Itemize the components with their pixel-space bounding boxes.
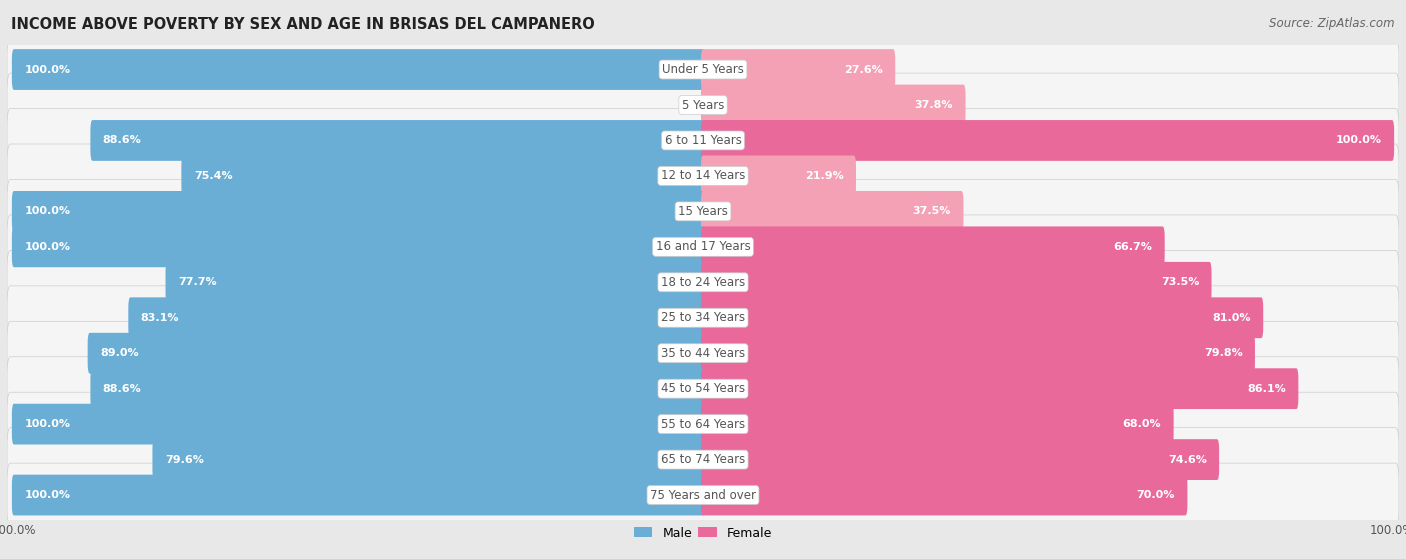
FancyBboxPatch shape [702,191,963,232]
FancyBboxPatch shape [90,120,704,161]
Text: Source: ZipAtlas.com: Source: ZipAtlas.com [1270,17,1395,30]
FancyBboxPatch shape [181,155,704,196]
FancyBboxPatch shape [702,333,1256,373]
Text: 37.8%: 37.8% [915,100,953,110]
Text: 6 to 11 Years: 6 to 11 Years [665,134,741,147]
FancyBboxPatch shape [7,392,1399,456]
Text: 45 to 54 Years: 45 to 54 Years [661,382,745,395]
FancyBboxPatch shape [702,297,1263,338]
FancyBboxPatch shape [90,368,704,409]
Text: 86.1%: 86.1% [1247,383,1286,394]
FancyBboxPatch shape [166,262,704,302]
Text: 100.0%: 100.0% [1336,135,1382,145]
Text: Under 5 Years: Under 5 Years [662,63,744,76]
FancyBboxPatch shape [11,226,704,267]
Text: 79.6%: 79.6% [165,454,204,465]
Text: 37.5%: 37.5% [912,206,950,216]
FancyBboxPatch shape [7,108,1399,172]
FancyBboxPatch shape [7,179,1399,243]
FancyBboxPatch shape [11,49,704,90]
FancyBboxPatch shape [11,475,704,515]
FancyBboxPatch shape [702,262,1212,302]
FancyBboxPatch shape [128,297,704,338]
FancyBboxPatch shape [702,120,1395,161]
Text: 73.5%: 73.5% [1161,277,1199,287]
FancyBboxPatch shape [7,463,1399,527]
FancyBboxPatch shape [702,49,896,90]
Text: 18 to 24 Years: 18 to 24 Years [661,276,745,289]
FancyBboxPatch shape [11,404,704,444]
FancyBboxPatch shape [7,215,1399,279]
Text: 5 Years: 5 Years [682,98,724,111]
Text: 12 to 14 Years: 12 to 14 Years [661,169,745,182]
Text: 100.0%: 100.0% [24,419,70,429]
Text: 83.1%: 83.1% [141,312,179,323]
Text: 35 to 44 Years: 35 to 44 Years [661,347,745,359]
FancyBboxPatch shape [702,439,1219,480]
Text: 74.6%: 74.6% [1168,454,1206,465]
Text: 21.9%: 21.9% [804,171,844,181]
Text: 77.7%: 77.7% [179,277,217,287]
Text: 27.6%: 27.6% [844,64,883,74]
Text: 88.6%: 88.6% [103,135,142,145]
Text: 89.0%: 89.0% [100,348,139,358]
FancyBboxPatch shape [702,404,1174,444]
Text: 100.0%: 100.0% [24,206,70,216]
Text: 75.4%: 75.4% [194,171,232,181]
FancyBboxPatch shape [7,428,1399,491]
Text: INCOME ABOVE POVERTY BY SEX AND AGE IN BRISAS DEL CAMPANERO: INCOME ABOVE POVERTY BY SEX AND AGE IN B… [11,17,595,32]
FancyBboxPatch shape [7,357,1399,420]
Text: 15 Years: 15 Years [678,205,728,218]
FancyBboxPatch shape [7,37,1399,101]
Text: 100.0%: 100.0% [24,490,70,500]
Text: 25 to 34 Years: 25 to 34 Years [661,311,745,324]
Text: 100.0%: 100.0% [24,242,70,252]
Text: 65 to 74 Years: 65 to 74 Years [661,453,745,466]
Text: 81.0%: 81.0% [1212,312,1251,323]
FancyBboxPatch shape [87,333,704,373]
FancyBboxPatch shape [702,84,966,125]
Text: 75 Years and over: 75 Years and over [650,489,756,501]
FancyBboxPatch shape [152,439,704,480]
Text: 66.7%: 66.7% [1114,242,1153,252]
Text: 16 and 17 Years: 16 and 17 Years [655,240,751,253]
Legend: Male, Female: Male, Female [628,522,778,544]
FancyBboxPatch shape [7,286,1399,350]
FancyBboxPatch shape [7,250,1399,314]
Text: 88.6%: 88.6% [103,383,142,394]
FancyBboxPatch shape [7,321,1399,385]
Text: 100.0%: 100.0% [24,64,70,74]
FancyBboxPatch shape [702,475,1188,515]
Text: 68.0%: 68.0% [1122,419,1161,429]
FancyBboxPatch shape [702,155,856,196]
FancyBboxPatch shape [702,368,1298,409]
Text: 79.8%: 79.8% [1204,348,1243,358]
FancyBboxPatch shape [11,191,704,232]
FancyBboxPatch shape [702,226,1164,267]
FancyBboxPatch shape [7,73,1399,137]
Text: 70.0%: 70.0% [1136,490,1175,500]
Text: 55 to 64 Years: 55 to 64 Years [661,418,745,430]
FancyBboxPatch shape [7,144,1399,208]
